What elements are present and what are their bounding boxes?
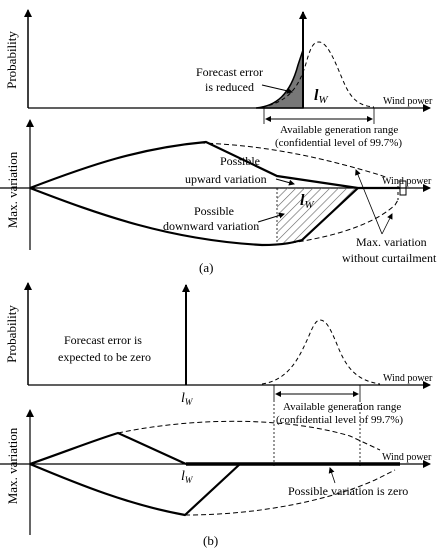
upward-variation-curve (29, 140, 400, 190)
max-variation-pointer-2 (381, 213, 393, 235)
range-label-line1: Available generation range (280, 124, 398, 136)
curtailment-end-box (399, 180, 407, 196)
downward-label-line1: Possible (194, 204, 234, 218)
downward-variation-hatch (277, 188, 358, 244)
max-variation-label-line2: without curtailment (342, 251, 437, 265)
upward-label-line1: Possible (220, 154, 260, 168)
panel-a-bottom-chart: Max. variation Wind power Possible upwar… (0, 119, 437, 275)
original-error-distribution (261, 319, 381, 385)
downward-label-arrow (257, 212, 285, 223)
max-variation-pointer-1 (355, 169, 383, 235)
zero-error-annotation-line1: Forecast error is (64, 333, 142, 347)
upward-label-arrow (275, 178, 295, 186)
max-variation-upper-dashed (199, 142, 389, 179)
y-axis-label: Probability (4, 305, 19, 363)
range-label-line2: (confidential level of 99.7%) (275, 137, 402, 149)
lw-label: lW (181, 469, 194, 485)
upward-label-line2: upward variation (185, 172, 267, 186)
zero-error-annotation-line2: expected to be zero (58, 350, 151, 364)
max-variation-lower-dashed (184, 469, 396, 516)
panel-a-caption: (a) (199, 260, 213, 275)
downward-label-line2: downward variation (163, 219, 259, 233)
forecast-annotation-line1: Forecast error (196, 65, 263, 79)
x-axis-label: Wind power (383, 96, 433, 107)
downward-variation-curve (29, 462, 241, 517)
lw-label: lW (181, 391, 194, 407)
original-error-distribution (261, 41, 375, 108)
y-axis-label: Max. variation (5, 427, 20, 504)
panel-b-bottom-chart: Max. variation Wind power lW Possible va… (0, 400, 432, 548)
forecast-annotation-line2: is reduced (205, 80, 254, 94)
max-variation-upper-dashed (117, 420, 381, 451)
zero-variation-pointer (328, 467, 336, 484)
reduced-error-distribution (255, 49, 304, 109)
lw-label: lW (300, 192, 314, 211)
upward-variation-curve (29, 431, 187, 466)
downward-variation-curve (29, 186, 359, 247)
panel-b-caption: (b) (203, 533, 218, 548)
panel-a-top-chart: Probability Wind power Forecast error is… (4, 9, 433, 149)
zero-variation-label: Possible variation is zero (288, 484, 408, 498)
y-axis-label: Max. variation (5, 151, 20, 228)
lw-label: lW (314, 87, 328, 106)
max-variation-label-line1: Max. variation (356, 235, 427, 249)
annotation-arrow (261, 84, 293, 94)
x-axis-label: Wind power (383, 373, 433, 384)
x-axis-label: Wind power (382, 176, 432, 187)
range-label-line2: (confidential level of 99.7%) (276, 414, 403, 426)
panel-b-top-chart: Probability Wind power Forecast error is… (4, 282, 433, 426)
x-axis-label: Wind power (382, 452, 432, 463)
range-label-line1: Available generation range (283, 401, 401, 413)
y-axis-label: Probability (4, 31, 19, 89)
